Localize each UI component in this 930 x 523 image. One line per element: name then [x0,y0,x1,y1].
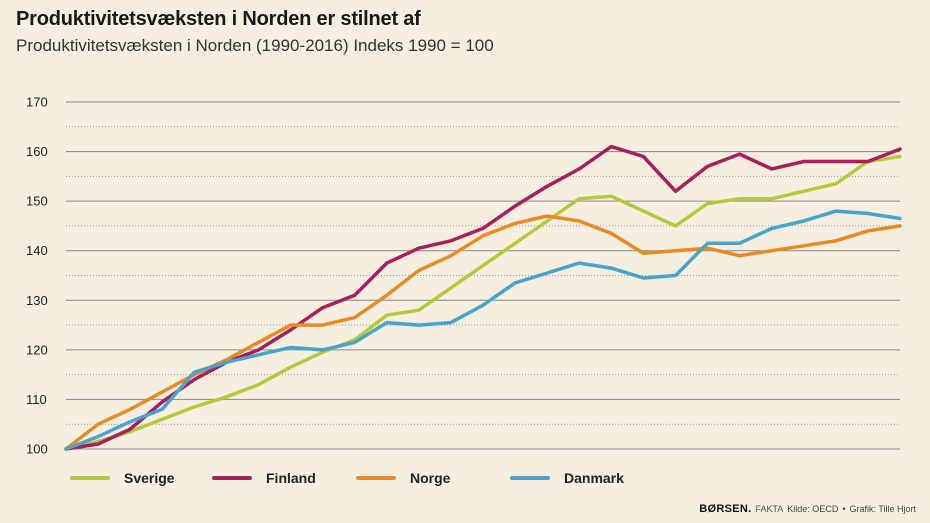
chart-subtitle: Produktivitetsvæksten i Norden (1990-201… [16,36,494,55]
footer-source: Kilde: OECD [787,504,839,514]
legend-label-finland: Finland [266,470,316,486]
legend-label-danmark: Danmark [564,470,624,486]
footer: BØRSEN. FAKTA Kilde: OECD • Grafik: Tille… [699,503,916,515]
series-line-danmark [64,209,902,451]
y-tick-label: 150 [26,194,48,209]
footer-brand: BØRSEN. [699,503,752,515]
y-tick-label: 110 [26,392,47,407]
y-tick-label: 100 [26,442,48,457]
y-tick-label: 120 [26,342,48,357]
y-tick-label: 160 [26,144,48,159]
series-line-finland [64,144,902,451]
y-tick-label: 140 [26,243,48,258]
y-tick-label: 130 [26,293,48,308]
footer-separator: • [842,504,846,514]
series-line-sverige [64,154,902,451]
footer-brand-suffix: FAKTA [755,504,784,514]
footer-credit: Grafik: Tille Hjort [849,504,916,514]
legend-label-sverige: Sverige [124,470,175,486]
legend-label-norge: Norge [410,470,451,486]
y-tick-label: 170 [26,95,48,110]
chart-title: Produktivitetsvæksten i Norden er stilne… [16,8,421,30]
